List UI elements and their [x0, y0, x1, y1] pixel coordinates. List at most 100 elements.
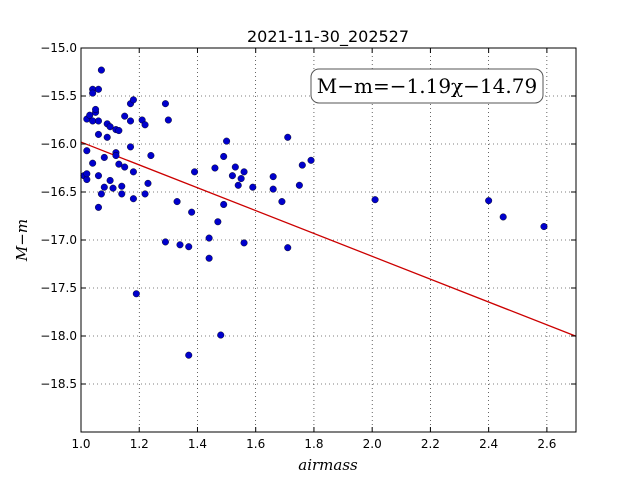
data-point — [109, 184, 117, 192]
data-point — [278, 198, 286, 206]
data-point — [83, 170, 91, 178]
chart-title: 2021-11-30_202527 — [247, 27, 409, 47]
data-point — [161, 100, 169, 108]
data-point — [94, 130, 102, 138]
y-tick-label: −15.0 — [40, 41, 77, 55]
y-tick-label: −15.5 — [40, 89, 77, 103]
fit-equation: M−m=−1.19χ−14.79 — [317, 74, 537, 98]
data-point — [499, 213, 507, 221]
data-point — [94, 117, 102, 125]
data-point — [126, 117, 134, 125]
data-point — [100, 183, 108, 191]
data-point — [307, 156, 315, 164]
data-point — [176, 241, 184, 249]
data-point — [231, 163, 239, 171]
fit-line — [80, 141, 577, 337]
data-point — [115, 160, 123, 168]
data-point — [298, 161, 306, 169]
data-point — [141, 121, 149, 129]
data-point — [97, 66, 105, 74]
data-point — [126, 143, 134, 151]
data-point — [129, 168, 137, 176]
data-point — [106, 176, 114, 184]
data-point — [129, 195, 137, 203]
data-point — [115, 127, 123, 135]
y-tick-label: −17.5 — [40, 281, 77, 295]
x-tick-label: 2.0 — [363, 437, 382, 451]
data-point — [97, 190, 105, 198]
data-point — [89, 117, 97, 125]
y-tick-label: −16.5 — [40, 185, 77, 199]
data-point — [223, 137, 231, 145]
y-axis-label: M−m — [13, 219, 31, 262]
data-point — [94, 85, 102, 93]
x-axis-ticks: 1.0 1.2 1.4 1.6 1.8 2.0 2.2 2.4 2.6 — [71, 48, 556, 451]
data-point — [205, 234, 213, 242]
data-point — [234, 181, 242, 189]
data-point — [112, 152, 120, 160]
data-point — [103, 133, 111, 141]
data-point — [129, 96, 137, 104]
data-point — [214, 218, 222, 226]
fit-equation-box: M−m=−1.19χ−14.79 — [310, 68, 544, 104]
data-point — [188, 208, 196, 216]
data-point — [485, 197, 493, 205]
data-point — [240, 168, 248, 176]
fit-equation-frame — [310, 68, 544, 104]
x-tick-label: 1.2 — [130, 437, 149, 451]
y-tick-label: −18.0 — [40, 329, 77, 343]
fit-line-group — [80, 141, 577, 337]
data-point — [132, 290, 140, 298]
data-point — [92, 105, 100, 113]
data-point — [217, 331, 225, 339]
data-point — [185, 351, 193, 359]
data-point — [371, 196, 379, 204]
data-point — [86, 111, 94, 119]
data-point — [295, 181, 303, 189]
data-point — [94, 203, 102, 211]
data-point — [100, 153, 108, 161]
data-point — [191, 168, 199, 176]
data-point — [121, 112, 129, 120]
x-tick-label: 2.4 — [479, 437, 498, 451]
data-point — [173, 198, 181, 206]
data-point — [237, 175, 245, 183]
data-point — [106, 123, 114, 131]
data-point — [164, 116, 172, 124]
x-tick-label: 2.6 — [537, 437, 556, 451]
y-tick-label: −17.0 — [40, 233, 77, 247]
data-point — [83, 147, 91, 155]
data-point — [540, 223, 548, 231]
data-point — [284, 244, 292, 252]
data-points — [80, 66, 548, 359]
data-point — [211, 164, 219, 172]
x-tick-label: 1.4 — [188, 437, 207, 451]
data-point — [228, 172, 236, 180]
y-axis-ticks: −15.0 −15.5 −16.0 −16.5 −17.0 −17.5 −18.0 −18.5 — [40, 41, 576, 391]
x-tick-label: 2.2 — [421, 437, 440, 451]
data-point — [284, 133, 292, 141]
data-point — [94, 172, 102, 180]
data-point — [147, 152, 155, 160]
data-point — [89, 159, 97, 167]
data-point — [141, 190, 149, 198]
data-point — [220, 152, 228, 160]
data-point — [240, 239, 248, 247]
y-tick-label: −18.5 — [40, 377, 77, 391]
data-point — [118, 190, 126, 198]
x-axis-label: airmass — [298, 456, 358, 474]
data-point — [205, 254, 213, 262]
data-point — [89, 89, 97, 97]
data-point — [144, 179, 152, 187]
y-tick-label: −16.0 — [40, 137, 77, 151]
data-point — [118, 182, 126, 190]
data-point — [269, 173, 277, 181]
data-point — [185, 243, 193, 251]
data-point — [161, 238, 169, 246]
data-point — [249, 183, 257, 191]
x-tick-label: 1.8 — [304, 437, 323, 451]
x-tick-label: 1.6 — [246, 437, 265, 451]
data-point — [121, 163, 129, 171]
x-tick-label: 1.0 — [71, 437, 90, 451]
